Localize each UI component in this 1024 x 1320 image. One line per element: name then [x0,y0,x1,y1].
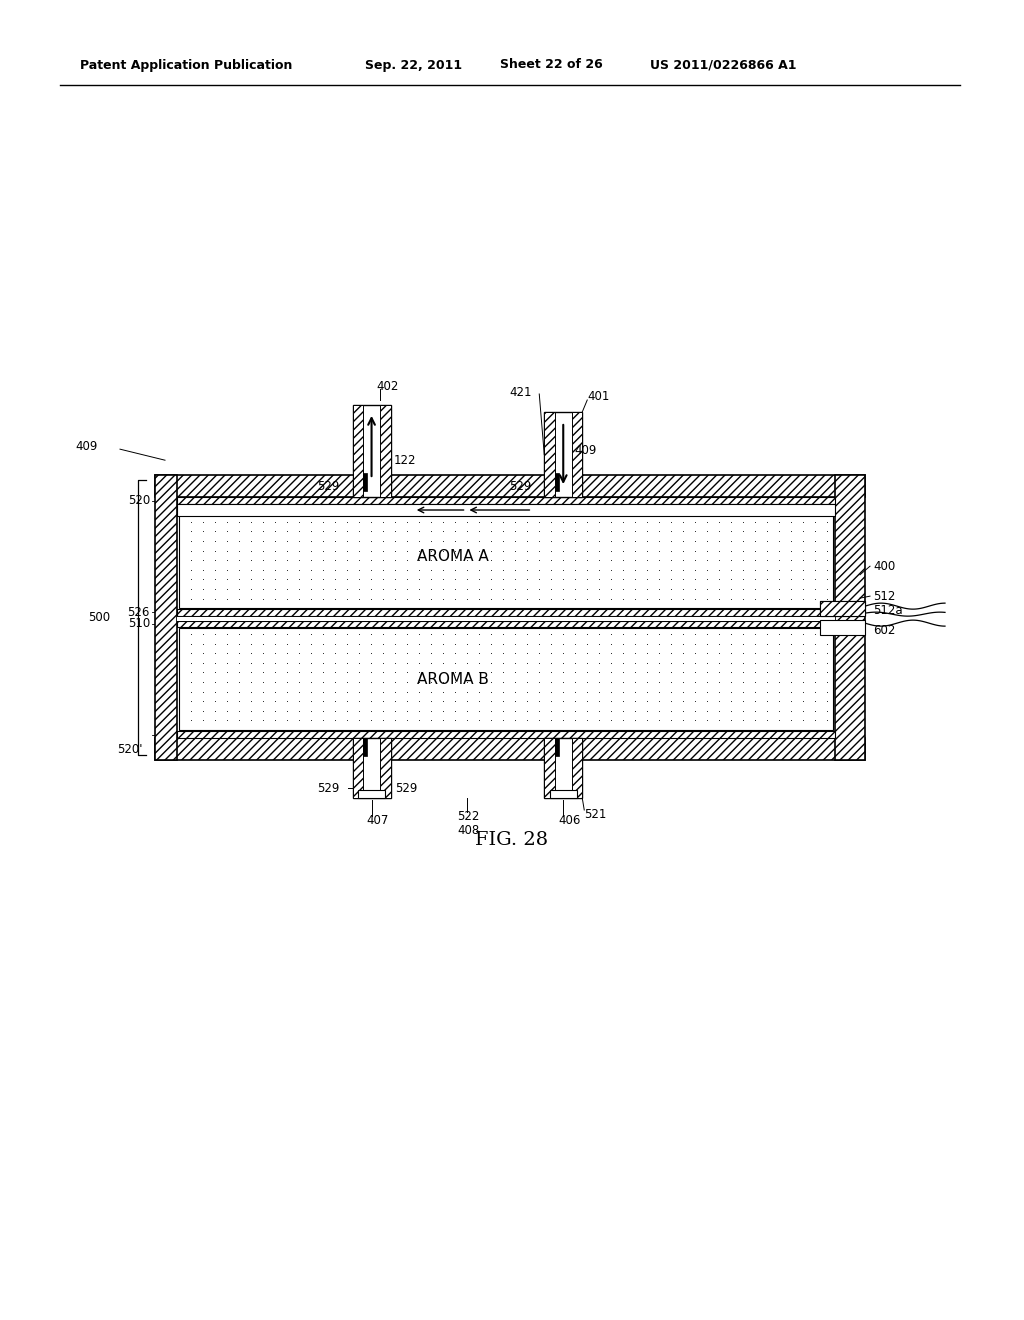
Bar [380,405,390,498]
Text: 520': 520' [118,743,143,756]
Bar [571,412,583,498]
Text: 409: 409 [75,440,97,453]
Text: 408: 408 [458,824,479,837]
Bar [177,498,835,504]
Text: 520: 520 [128,494,150,507]
Bar [364,738,367,756]
Bar [155,475,177,760]
Bar [352,405,364,498]
Text: 512: 512 [873,590,895,603]
Bar [820,601,865,616]
Text: 526: 526 [128,606,150,619]
Text: 529: 529 [317,781,340,795]
Text: 400: 400 [873,560,895,573]
Text: 500: 500 [88,611,110,624]
Bar [380,738,390,799]
Bar [179,628,833,730]
Bar [155,475,865,498]
Text: 409: 409 [574,444,597,457]
Bar [555,473,559,491]
Text: Patent Application Publication: Patent Application Publication [80,58,293,71]
Text: 406: 406 [558,813,581,826]
Text: FIG. 28: FIG. 28 [475,832,549,849]
Text: AROMA A: AROMA A [418,549,489,564]
Text: AROMA B: AROMA B [418,672,489,686]
Text: 529: 529 [317,480,340,494]
Text: US 2011/0226866 A1: US 2011/0226866 A1 [650,58,797,71]
Bar [155,738,865,760]
Bar [550,789,577,799]
Text: 521: 521 [585,808,606,821]
Bar [555,738,559,756]
Text: 407: 407 [367,813,389,826]
Bar [571,738,583,799]
Bar [544,738,555,799]
Bar [835,475,865,760]
Text: 122: 122 [393,454,416,467]
Bar [177,731,835,738]
Bar [352,405,390,498]
Bar [352,738,364,799]
Text: 402: 402 [377,380,399,393]
Bar [177,620,835,627]
Bar [352,738,390,799]
Bar [820,601,865,616]
Bar [177,615,835,620]
Text: 522: 522 [458,809,480,822]
Bar [820,620,865,635]
Text: 401: 401 [587,391,609,404]
Text: 529: 529 [509,480,531,494]
Bar [544,412,583,498]
Text: Sep. 22, 2011: Sep. 22, 2011 [365,58,462,71]
Text: 602: 602 [873,623,895,636]
Bar [364,473,367,491]
Bar [177,504,835,516]
Text: 512a: 512a [873,603,902,616]
Bar [358,789,385,799]
Bar [544,738,583,799]
Bar [544,412,555,498]
Text: 510: 510 [128,618,150,631]
Bar [179,506,833,609]
Bar [177,609,835,615]
Text: 529: 529 [395,781,418,795]
Text: Sheet 22 of 26: Sheet 22 of 26 [500,58,603,71]
Text: 421: 421 [509,385,531,399]
